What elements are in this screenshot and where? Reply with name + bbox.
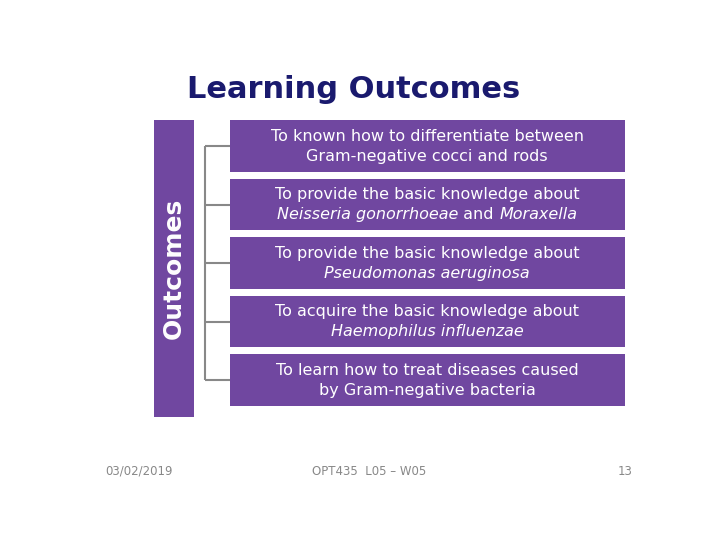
Text: Outcomes: Outcomes xyxy=(162,198,186,339)
FancyBboxPatch shape xyxy=(230,296,625,347)
Text: Learning Outcomes: Learning Outcomes xyxy=(187,75,520,104)
FancyBboxPatch shape xyxy=(230,120,625,172)
Text: To acquire the basic knowledge about: To acquire the basic knowledge about xyxy=(275,304,579,319)
Text: To provide the basic knowledge about: To provide the basic knowledge about xyxy=(275,187,580,202)
Text: Moraxella: Moraxella xyxy=(499,207,577,222)
Text: Pseudomonas aeruginosa: Pseudomonas aeruginosa xyxy=(324,266,530,281)
Text: To provide the basic knowledge about: To provide the basic knowledge about xyxy=(275,246,580,261)
FancyBboxPatch shape xyxy=(230,179,625,231)
Text: Gram-negative cocci and rods: Gram-negative cocci and rods xyxy=(306,148,548,164)
Text: by Gram-negative bacteria: by Gram-negative bacteria xyxy=(319,383,536,397)
Text: 13: 13 xyxy=(618,465,632,478)
FancyBboxPatch shape xyxy=(153,120,194,417)
Text: 03/02/2019: 03/02/2019 xyxy=(106,465,173,478)
Text: Haemophilus influenzae: Haemophilus influenzae xyxy=(330,324,523,339)
Text: and: and xyxy=(459,207,499,222)
Text: To learn how to treat diseases caused: To learn how to treat diseases caused xyxy=(276,362,578,377)
FancyBboxPatch shape xyxy=(230,237,625,289)
Text: Neisseria gonorrhoeae: Neisseria gonorrhoeae xyxy=(277,207,459,222)
Text: OPT435  L05 – W05: OPT435 L05 – W05 xyxy=(312,465,426,478)
Text: To known how to differentiate between: To known how to differentiate between xyxy=(271,129,584,144)
FancyBboxPatch shape xyxy=(230,354,625,406)
